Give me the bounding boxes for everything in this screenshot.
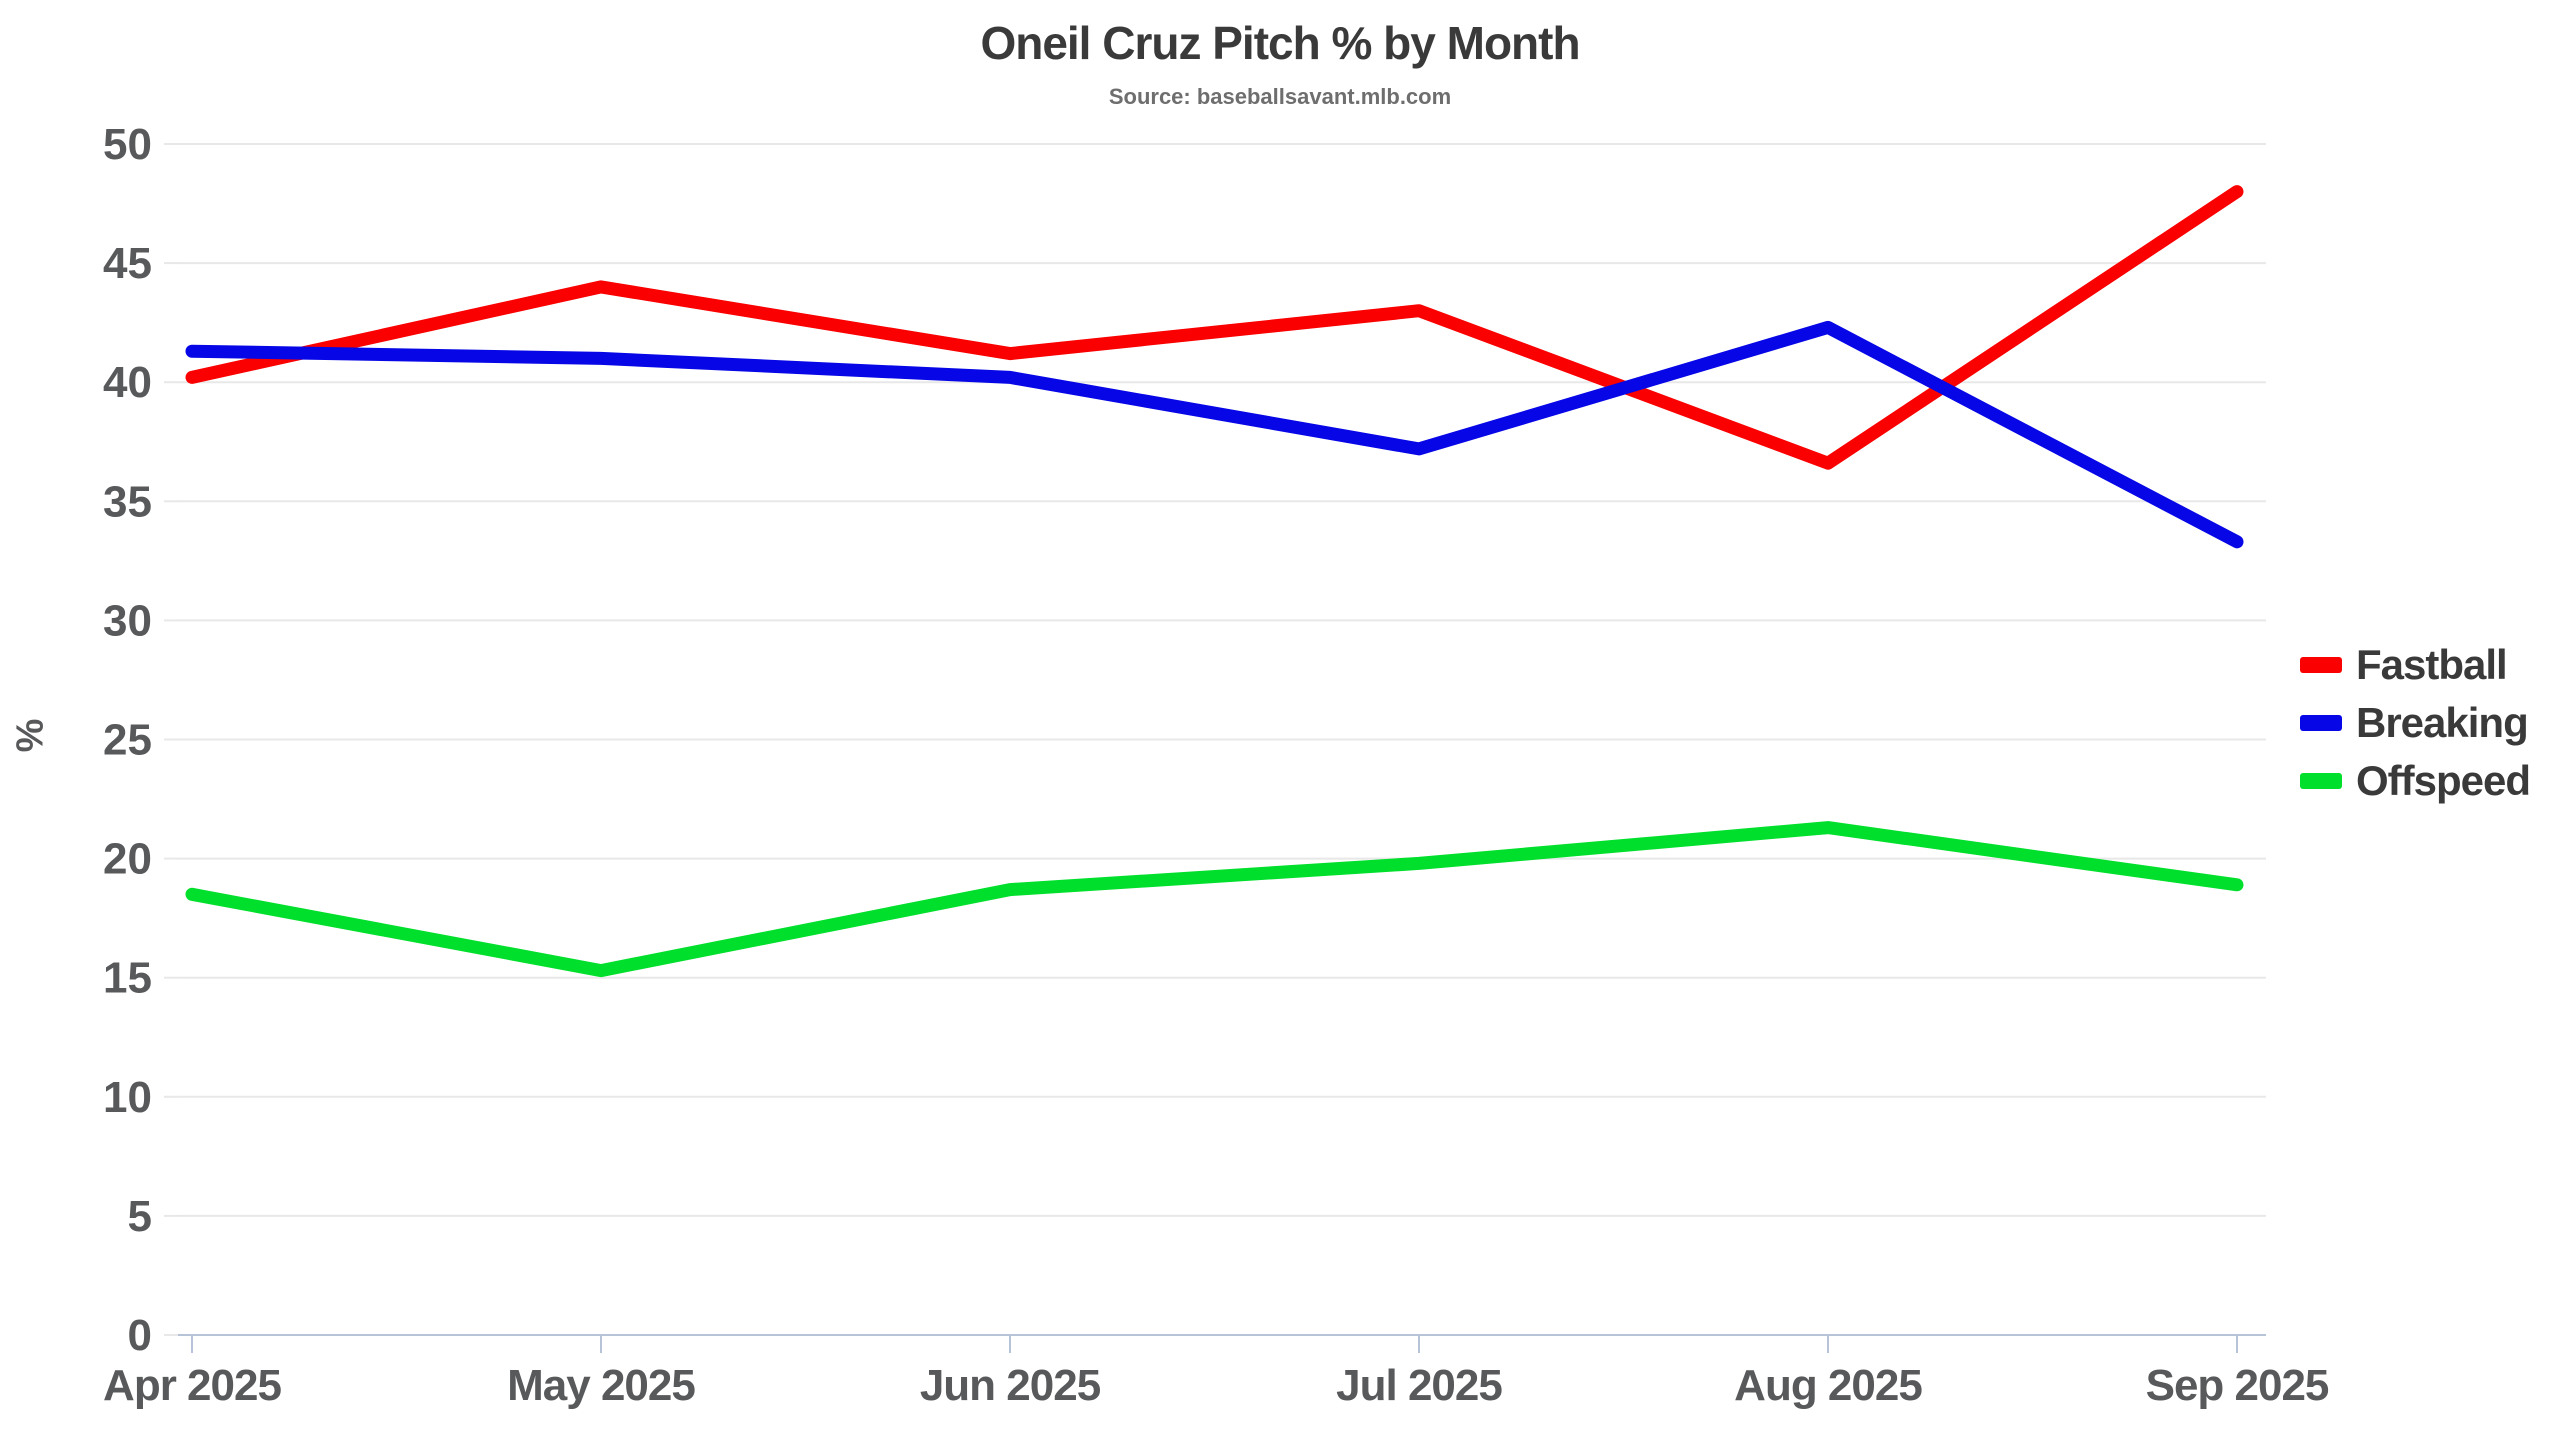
legend-item-fastball[interactable]: Fastball xyxy=(2300,636,2530,694)
x-tick-label: Aug 2025 xyxy=(1734,1361,1922,1410)
legend-swatch-fastball xyxy=(2300,657,2342,673)
x-tick-label: Apr 2025 xyxy=(103,1361,281,1410)
y-tick-label: 45 xyxy=(103,239,152,288)
y-tick-label: 15 xyxy=(103,954,152,1003)
legend: Fastball Breaking Offspeed xyxy=(2300,636,2531,810)
y-tick-label: 30 xyxy=(103,596,152,645)
series-line-offspeed xyxy=(185,821,2244,978)
x-tick-label: May 2025 xyxy=(507,1361,695,1410)
series-line-breaking xyxy=(185,320,2244,549)
legend-label-breaking: Breaking xyxy=(2356,699,2529,746)
x-tick-label: Sep 2025 xyxy=(2146,1361,2329,1410)
x-tick-label: Jul 2025 xyxy=(1336,1361,1502,1410)
y-tick-label: 0 xyxy=(128,1311,152,1360)
y-tick-label: 35 xyxy=(103,477,152,526)
chart-subtitle: Source: baseballsavant.mlb.com xyxy=(1108,84,1452,109)
series-line-fastball xyxy=(185,185,2244,470)
legend-item-offspeed[interactable]: Offspeed xyxy=(2300,752,2531,810)
y-tick-label: 25 xyxy=(103,716,152,765)
y-tick-label: 50 xyxy=(103,120,152,169)
x-tick-label: Jun 2025 xyxy=(920,1361,1101,1410)
y-tick-label: 10 xyxy=(103,1073,152,1122)
legend-label-offspeed: Offspeed xyxy=(2356,757,2531,804)
y-tick-label: 5 xyxy=(128,1192,152,1241)
legend-swatch-breaking xyxy=(2300,715,2342,731)
legend-item-breaking[interactable]: Breaking xyxy=(2300,694,2530,752)
legend-label-fastball: Fastball xyxy=(2356,641,2508,688)
y-tick-label: 40 xyxy=(103,358,152,407)
y-tick-label: 20 xyxy=(103,835,152,884)
chart-title: Oneil Cruz Pitch % by Month xyxy=(980,17,1580,69)
legend-swatch-offspeed xyxy=(2300,773,2342,789)
